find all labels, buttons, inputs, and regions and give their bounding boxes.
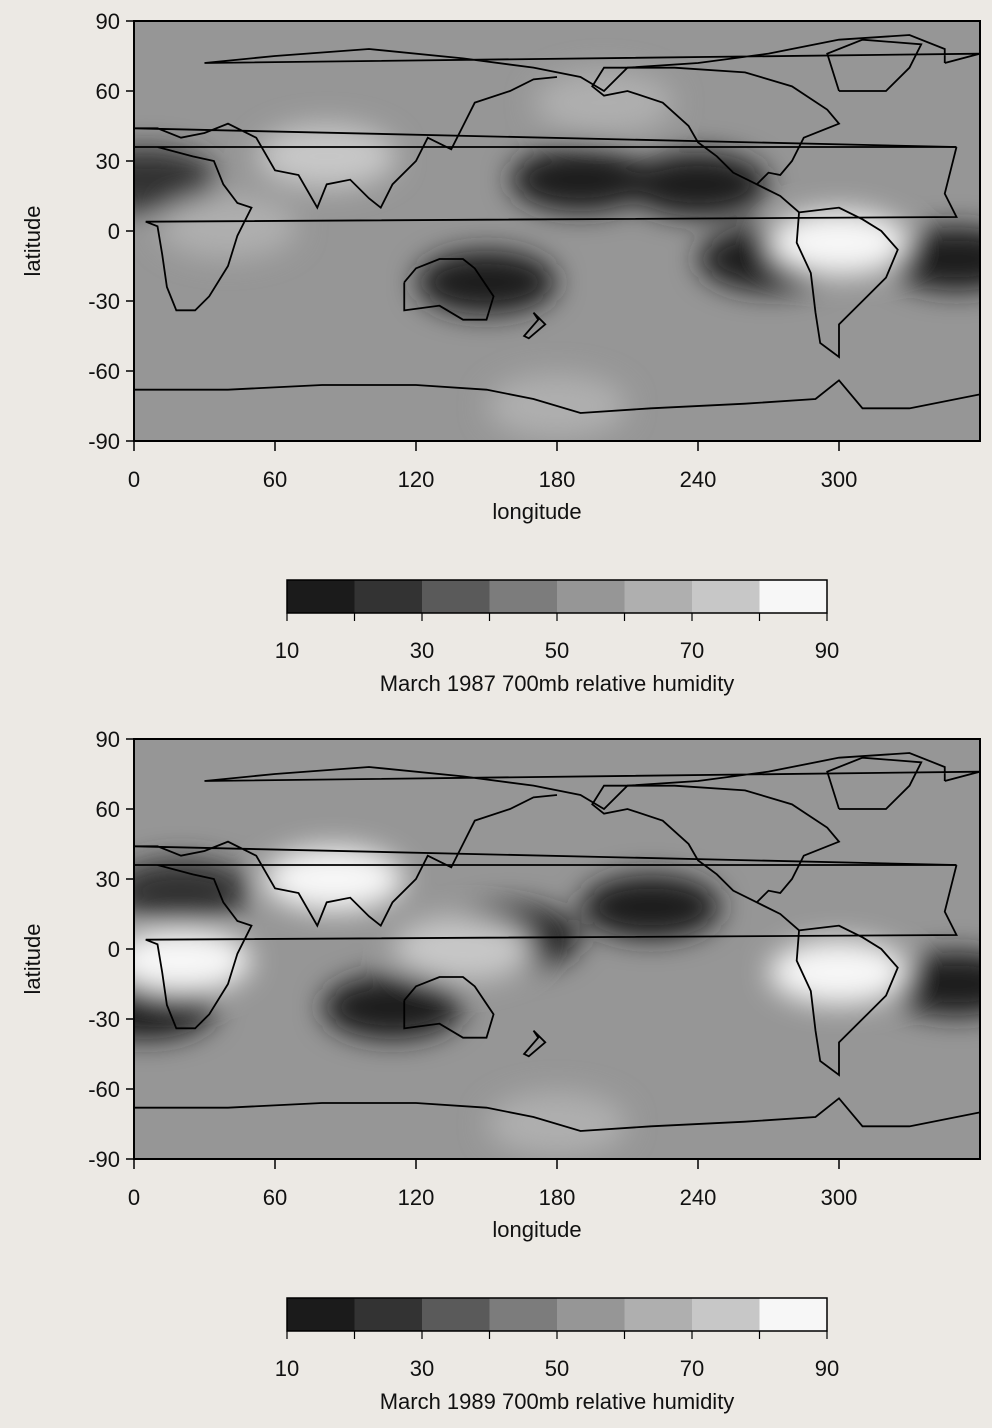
- x-tick-label-2: 120: [398, 1185, 435, 1210]
- y-tick-label-6: -90: [88, 429, 120, 454]
- y-tick-label-3: 0: [108, 219, 120, 244]
- y-tick-label-3: 0: [108, 937, 120, 962]
- colorbar-label-3: 70: [680, 1356, 704, 1381]
- y-tick-label-0: 90: [96, 9, 120, 34]
- x-tick-label-1: 60: [263, 467, 287, 492]
- colorbar-label-1: 30: [410, 638, 434, 663]
- x-tick-label-5: 300: [821, 467, 858, 492]
- colorbar-swatch-1: [355, 1298, 423, 1331]
- colorbar-swatch-3: [490, 1298, 558, 1331]
- colorbar-swatch-4: [557, 580, 625, 613]
- colorbar-label-3: 70: [680, 638, 704, 663]
- y-tick-label-1: 60: [96, 797, 120, 822]
- chart-title: March 1989 700mb relative humidity: [380, 1389, 735, 1414]
- colorbar-label-0: 10: [275, 1356, 299, 1381]
- colorbar-swatch-6: [692, 1298, 760, 1331]
- x-tick-label-4: 240: [680, 1185, 717, 1210]
- colorbar-swatch-0: [287, 1298, 355, 1331]
- colorbar-swatch-7: [760, 1298, 828, 1331]
- chart-title: March 1987 700mb relative humidity: [380, 671, 735, 696]
- colorbar-label-2: 50: [545, 638, 569, 663]
- y-tick-label-4: -30: [88, 289, 120, 314]
- colorbar-swatch-5: [625, 1298, 693, 1331]
- y-tick-label-2: 30: [96, 867, 120, 892]
- x-tick-label-0: 0: [128, 467, 140, 492]
- colorbar-label-2: 50: [545, 1356, 569, 1381]
- colorbar-swatch-1: [355, 580, 423, 613]
- humidity-blob-8: [158, 194, 298, 258]
- colorbar-label-4: 90: [815, 638, 839, 663]
- y-tick-label-4: -30: [88, 1007, 120, 1032]
- y-axis-label: latitude: [20, 924, 45, 995]
- x-axis-label: longitude: [492, 1217, 581, 1242]
- humidity-blob-9: [393, 917, 533, 981]
- colorbar-label-4: 90: [815, 1356, 839, 1381]
- colorbar-swatch-3: [490, 580, 558, 613]
- y-tick-label-5: -60: [88, 1077, 120, 1102]
- humidity-field: [76, 739, 992, 1159]
- x-axis-label: longitude: [492, 499, 581, 524]
- colorbar-swatch-2: [422, 580, 490, 613]
- y-tick-label-6: -90: [88, 1147, 120, 1172]
- y-tick-label-1: 60: [96, 79, 120, 104]
- colorbar-swatch-5: [625, 580, 693, 613]
- humidity-blob-6: [111, 929, 251, 993]
- humidity-blob-1: [511, 148, 651, 212]
- x-tick-label-3: 180: [539, 1185, 576, 1210]
- humidity-blob-0: [581, 875, 721, 939]
- colorbar-label-0: 10: [275, 638, 299, 663]
- x-tick-label-2: 120: [398, 467, 435, 492]
- x-tick-label-1: 60: [263, 1185, 287, 1210]
- x-tick-label-5: 300: [821, 1185, 858, 1210]
- humidity-blob-9: [534, 71, 674, 135]
- humidity-field: [76, 21, 992, 441]
- y-tick-label-2: 30: [96, 149, 120, 174]
- colorbar-label-1: 30: [410, 1356, 434, 1381]
- colorbar-swatch-2: [422, 1298, 490, 1331]
- y-axis-label: latitude: [20, 206, 45, 277]
- x-tick-label-3: 180: [539, 467, 576, 492]
- x-tick-label-4: 240: [680, 467, 717, 492]
- humidity-blob-6: [769, 211, 909, 275]
- colorbar-swatch-0: [287, 580, 355, 613]
- humidity-blob-5: [111, 859, 251, 923]
- humidity-blob-2: [323, 975, 463, 1039]
- colorbar-swatch-6: [692, 580, 760, 613]
- y-tick-label-0: 90: [96, 727, 120, 752]
- y-tick-label-5: -60: [88, 359, 120, 384]
- colorbar-swatch-4: [557, 1298, 625, 1331]
- colorbar-swatch-7: [760, 580, 828, 613]
- humidity-blob-7: [769, 940, 909, 1004]
- x-tick-label-0: 0: [128, 1185, 140, 1210]
